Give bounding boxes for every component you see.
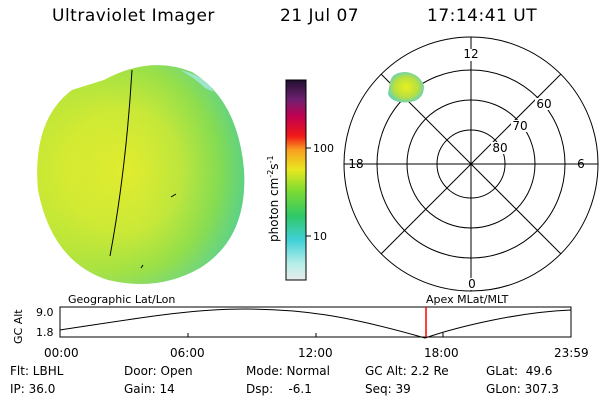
lat-label-70: 70: [512, 119, 527, 133]
info-filter: Flt: LBHL: [10, 364, 64, 378]
mlt-label-0: 0: [468, 277, 476, 291]
lat-label-60: 60: [536, 97, 551, 111]
polar-label-bg: [535, 98, 553, 110]
info-gc-alt: GC Alt: 2.2 Re: [365, 364, 449, 378]
mlt-label-18: 18: [348, 157, 363, 171]
color-scale-label-100: 100: [313, 142, 334, 155]
coastline-mark: [140, 264, 144, 269]
timeline-x-label-2359: 23:59: [554, 346, 589, 360]
lat-label-80: 80: [492, 141, 507, 155]
info-ip: IP: 36.0: [10, 382, 56, 396]
timeline-frame: [59, 306, 572, 338]
polar-label-bg: [466, 278, 478, 290]
auroral-emission-patch: [388, 72, 424, 103]
info-seq: Seq: 39: [365, 382, 411, 396]
timeline-left-label: Geographic Lat/Lon: [68, 293, 175, 306]
timeline-axis-title: GC Alt: [12, 309, 25, 344]
observation-date: 21 Jul 07: [280, 6, 360, 26]
timeline-y-label-min: 1.8: [36, 326, 54, 339]
earth-disk-shading: [37, 65, 245, 284]
info-glon: GLon: 307.3: [486, 382, 559, 396]
info-dsp: Dsp: -6.1: [246, 382, 312, 396]
timeline-right-label: Apex MLat/MLT: [426, 293, 509, 306]
color-scale-bar: 100 10 photon cm-2s-1: [266, 79, 334, 281]
timeline-x-label-0600: 06:00: [170, 346, 205, 360]
polar-label-bg: [491, 142, 509, 154]
coastline-mark: [170, 193, 177, 198]
altitude-curve: [59, 308, 572, 339]
timeline-y-label-max: 9.0: [36, 306, 54, 319]
color-scale-gradient: [285, 79, 307, 281]
timeline-x-label-1800: 18:00: [424, 346, 459, 360]
app-title: Ultraviolet Imager: [52, 6, 215, 26]
info-glat: GLat: 49.6: [486, 364, 553, 378]
observation-time: 17:14:41 UT: [427, 6, 538, 26]
polar-label-bg: [464, 49, 478, 61]
color-scale-unit-label: photon cm-2s-1: [266, 155, 281, 242]
earth-disk-image: [37, 65, 245, 284]
mlt-label-6: 6: [577, 157, 585, 171]
timeline-x-label-1200: 12:00: [298, 346, 333, 360]
color-scale-label-10: 10: [313, 230, 327, 243]
info-gain: Gain: 14: [124, 382, 175, 396]
terminator-line: [109, 69, 133, 257]
polar-diagonal: [380, 73, 562, 255]
disk-limb-glow: [180, 70, 214, 92]
orbit-timeline: Geographic Lat/Lon Apex MLat/MLT GC Alt …: [12, 293, 572, 344]
mlt-label-12: 12: [463, 47, 478, 61]
timeline-x-label-0000: 00:00: [44, 346, 79, 360]
info-door: Door: Open: [124, 364, 193, 378]
info-mode: Mode: Normal: [246, 364, 330, 378]
polar-plot: 12 18 6 0 60 70 80: [343, 36, 599, 292]
polar-label-bg: [511, 120, 529, 132]
